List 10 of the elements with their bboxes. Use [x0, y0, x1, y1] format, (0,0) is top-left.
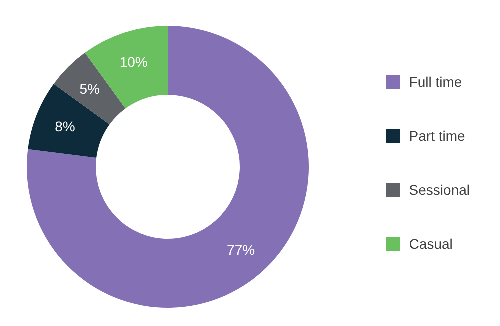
data-label: 5%: [80, 80, 100, 97]
data-label: 10%: [120, 54, 148, 70]
donut-slice: [27, 26, 309, 308]
donut-slice: [28, 84, 110, 158]
data-label: 77%: [227, 242, 256, 258]
legend-label: Sessional: [409, 182, 470, 198]
data-label: 8%: [55, 118, 76, 134]
legend-label: Part time: [409, 128, 466, 144]
legend-label: Full time: [409, 74, 462, 90]
legend-label: Casual: [409, 236, 453, 252]
